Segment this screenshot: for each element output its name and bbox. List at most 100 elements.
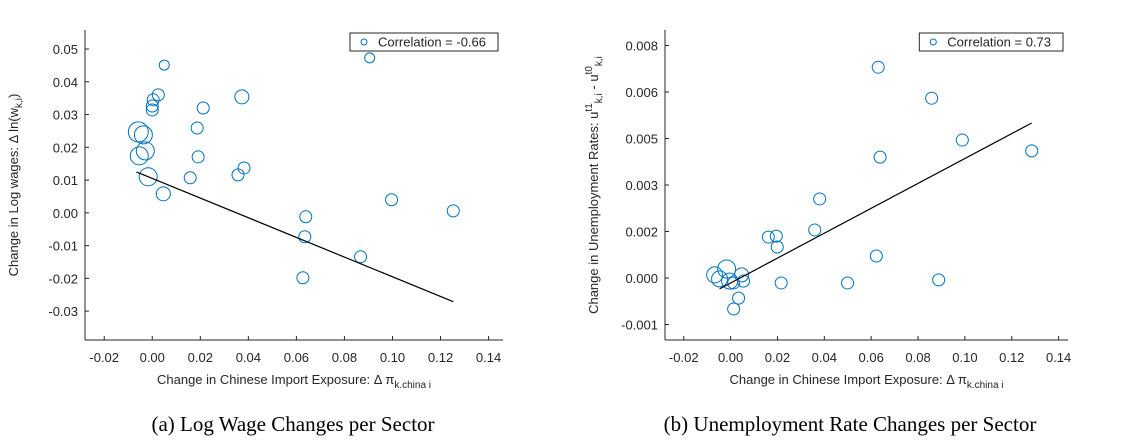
x-tick-label: 0.00 — [140, 350, 165, 365]
point — [925, 91, 939, 105]
point — [706, 266, 724, 284]
y-tick-label: -0.01 — [48, 239, 78, 254]
point — [151, 88, 165, 102]
y-tick-label: 0.002 — [625, 225, 658, 240]
legend-marker — [929, 38, 937, 46]
x-tick-label: 0.14 — [476, 350, 501, 365]
point — [191, 150, 205, 164]
point — [364, 52, 376, 64]
x-tick-label: 0.12 — [999, 350, 1024, 365]
point — [734, 267, 750, 283]
point — [871, 60, 885, 74]
label-part: k,i — [594, 93, 605, 103]
point — [711, 270, 729, 288]
point — [146, 93, 160, 107]
point — [196, 101, 210, 115]
point — [727, 276, 741, 290]
point — [127, 121, 149, 143]
y-axis-label: Change in Unemployment Rates: ut1k,i - u… — [584, 56, 605, 314]
point — [190, 121, 204, 135]
x-tick-label: 0.06 — [859, 350, 884, 365]
caption: (a) Log Wage Changes per Sector — [151, 412, 434, 436]
point — [237, 161, 251, 175]
y-tick-label: -0.03 — [48, 304, 78, 319]
y-tick-label: 0.008 — [625, 39, 658, 54]
point — [774, 276, 788, 290]
point — [129, 146, 149, 166]
x-tick-label: 0.02 — [765, 350, 790, 365]
y-tick-label: 0.03 — [53, 108, 78, 123]
point — [231, 168, 245, 182]
label-part: Change in Chinese Import Exposure: Δ π — [729, 372, 966, 387]
legend-box — [349, 32, 499, 52]
x-tick-label: 0.10 — [380, 350, 405, 365]
point — [932, 273, 946, 287]
point — [736, 274, 750, 288]
point — [717, 259, 737, 279]
label-part: Change in Chinese Import Exposure: Δ π — [157, 372, 394, 387]
point — [770, 240, 784, 254]
x-tick-label: 0.14 — [1046, 350, 1071, 365]
y-tick-label: 0.006 — [625, 85, 658, 100]
point — [135, 141, 155, 161]
point — [385, 193, 399, 207]
label-part: t0 — [584, 66, 595, 75]
label-part: - u — [586, 74, 601, 93]
label-part: ) — [6, 94, 21, 98]
point — [299, 210, 313, 224]
label-part: k.china i — [967, 380, 1004, 391]
x-tick-label: 0.08 — [332, 350, 357, 365]
point — [158, 59, 170, 71]
label-part: k,i — [594, 56, 605, 66]
legend-label: Correlation = 0.73 — [947, 35, 1051, 50]
label-part: t1 — [584, 103, 595, 112]
legend-label: Correlation = -0.66 — [378, 35, 486, 50]
point — [869, 249, 883, 263]
label-part: k,i — [14, 98, 25, 108]
caption: (b) Unemployment Rate Changes per Sector — [664, 412, 1037, 436]
x-tick-label: 0.00 — [718, 350, 743, 365]
x-tick-label: 0.08 — [905, 350, 930, 365]
x-tick-label: 0.06 — [284, 350, 309, 365]
legend-box — [918, 32, 1064, 52]
y-tick-label: 0.05 — [53, 42, 78, 57]
y-axis-label: Change in Log wages: Δ ln(wk,i) — [6, 94, 25, 277]
label-part: Change in Log wages: Δ ln(w — [6, 107, 21, 276]
point — [813, 192, 827, 206]
x-tick-label: 0.04 — [812, 350, 837, 365]
point — [133, 125, 153, 145]
x-tick-label: -0.02 — [669, 350, 699, 365]
x-tick-label: 0.10 — [952, 350, 977, 365]
point — [145, 99, 159, 113]
y-tick-label: 0.003 — [625, 178, 658, 193]
point — [732, 291, 746, 305]
point — [808, 223, 822, 237]
legend-marker — [360, 38, 368, 46]
y-tick-label: 0.005 — [625, 132, 658, 147]
fit-line — [719, 122, 1032, 290]
y-tick-label: -0.001 — [621, 318, 658, 333]
y-tick-label: 0.02 — [53, 140, 78, 155]
point — [296, 271, 310, 285]
x-tick-label: 0.04 — [236, 350, 261, 365]
point — [873, 150, 887, 164]
x-tick-label: -0.02 — [89, 350, 119, 365]
y-tick-label: 0.01 — [53, 173, 78, 188]
point — [354, 250, 368, 264]
point — [955, 133, 969, 147]
point — [761, 230, 775, 244]
label-part: k.china i — [394, 380, 431, 391]
y-tick-label: 0.000 — [625, 271, 658, 286]
x-tick-label: 0.12 — [428, 350, 453, 365]
point — [769, 229, 783, 243]
point — [446, 204, 460, 218]
point — [138, 167, 158, 187]
point — [841, 276, 855, 290]
point — [234, 89, 250, 105]
point — [1025, 144, 1039, 158]
y-tick-label: 0.00 — [53, 206, 78, 221]
point — [727, 302, 741, 316]
x-tick-label: 0.02 — [188, 350, 213, 365]
x-axis-label: Change in Chinese Import Exposure: Δ πk.… — [729, 372, 1003, 391]
